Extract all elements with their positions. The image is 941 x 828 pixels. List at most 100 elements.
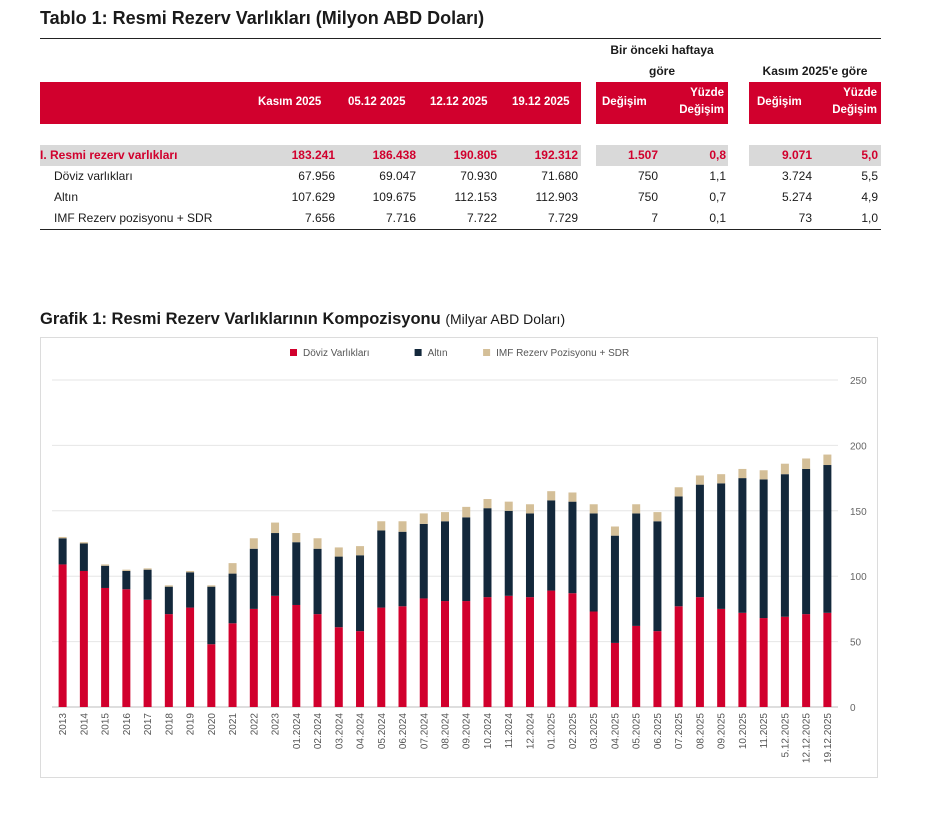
table-cell: 9.071 <box>781 148 812 162</box>
bar-segment <box>164 614 173 707</box>
bar-segment <box>653 512 662 522</box>
table-header-levels: Kasım 2025 05.12 2025 12.12 2025 19.12 2… <box>40 82 581 124</box>
bar-segment <box>823 612 832 707</box>
col-header-0: Kasım 2025 <box>258 96 322 108</box>
x-tick-label: 08.2024 <box>441 713 452 750</box>
bar-segment <box>356 546 365 556</box>
bar-segment <box>79 542 88 544</box>
bar-segment <box>334 627 343 707</box>
bar-segment <box>802 614 811 707</box>
bar-segment <box>610 526 619 536</box>
row-label: Altın <box>54 190 79 204</box>
x-tick-label: 2014 <box>79 713 90 736</box>
legend-label: IMF Rezerv Pozisyonu + SDR <box>496 348 629 359</box>
bar-segment <box>653 521 662 632</box>
bar-segment <box>292 542 301 605</box>
x-tick-label: 2022 <box>249 713 260 736</box>
bar-segment <box>525 513 534 598</box>
table-cell: 109.675 <box>372 190 416 204</box>
table-cell: 0,7 <box>709 190 726 204</box>
bar-segment <box>462 506 471 518</box>
bar-segment <box>695 484 704 598</box>
bar-segment <box>568 492 577 502</box>
bar-segment <box>441 512 449 522</box>
bar-segment <box>568 593 577 707</box>
bar-segment <box>589 504 598 514</box>
bar-segment <box>483 508 492 598</box>
bar-segment <box>695 597 704 707</box>
bar-segment <box>653 631 662 707</box>
table-cell: 192.312 <box>534 148 578 162</box>
bar-segment <box>249 608 258 707</box>
bar-segment <box>589 611 598 707</box>
bar-segment <box>441 521 449 602</box>
bar-segment <box>674 487 683 497</box>
table-cell: 67.956 <box>298 169 335 183</box>
x-tick-label: 06.2025 <box>653 713 664 750</box>
table-cell: 5,5 <box>861 169 878 183</box>
bar-segment <box>122 589 131 707</box>
bar-segment <box>398 521 407 532</box>
bar-segment <box>186 570 195 573</box>
bar-segment <box>717 483 726 609</box>
bar-segment <box>674 496 683 607</box>
reserve-composition-chart: 0 50 100 150 200 250 2013 2014 2015 2016 2017 2018 2… <box>52 348 867 763</box>
bar-segment <box>419 598 428 707</box>
bar-segment <box>313 614 322 707</box>
y-tick-label: 100 <box>850 572 867 583</box>
table-cell: 5.274 <box>781 190 812 204</box>
bar-segment <box>164 586 173 615</box>
x-tick-label: 2019 <box>186 713 197 736</box>
chart-frame <box>40 337 878 778</box>
table-title: Tablo 1: Resmi Rezerv Varlıkları (Milyon… <box>40 8 485 28</box>
y-tick-label: 250 <box>850 376 867 387</box>
group-header-weekly: Bir önceki haftaya göre <box>610 43 714 78</box>
x-tick-label: 01.2024 <box>292 713 303 750</box>
bar-segment <box>780 616 789 707</box>
table-cell: 750 <box>637 190 658 204</box>
bar-segment <box>398 531 407 607</box>
bar-segment <box>717 608 726 707</box>
x-tick-label: 09.2024 <box>462 713 473 750</box>
x-tick-label: 19.12.2025 <box>823 713 834 763</box>
bar-segment <box>738 612 747 707</box>
bar-segment <box>377 530 386 608</box>
bar-segment <box>207 644 216 707</box>
legend-label: Altın <box>428 348 448 359</box>
bar-segment <box>271 522 280 534</box>
chart-title-text: Grafik 1: Resmi Rezerv Varlıklarının Kom… <box>40 310 441 328</box>
bar-segment <box>483 597 492 707</box>
bar-segment <box>738 478 747 613</box>
table-cell: 190.805 <box>453 148 497 162</box>
bar-segment <box>759 618 768 707</box>
table-row: IMF Rezerv pozisyonu + SDR 7.656 7.716 7.72… <box>40 208 881 229</box>
bar-segment <box>228 623 237 707</box>
x-tick-label: 03.2025 <box>589 713 600 750</box>
bar-segment <box>547 491 556 501</box>
row-label: IMF Rezerv pozisyonu + SDR <box>54 211 213 225</box>
bar-segment <box>58 536 67 539</box>
table-cell: 0,1 <box>709 211 726 225</box>
bar-segment <box>504 501 513 511</box>
bar-segment <box>377 607 386 707</box>
bar-segment <box>780 463 789 475</box>
table-cell: 1,0 <box>861 211 878 225</box>
row-gap <box>728 145 749 166</box>
bar-segment <box>101 587 110 707</box>
bar-segment <box>79 570 88 707</box>
col-header-3: 19.12 2025 <box>512 96 570 108</box>
y-tick-label: 200 <box>850 441 867 452</box>
table-cell: 0,8 <box>709 148 726 162</box>
bar-segment <box>780 474 789 617</box>
bar-segment <box>186 572 195 608</box>
bar-segment <box>334 547 343 557</box>
bar-segment <box>738 468 747 479</box>
x-tick-label: 2015 <box>101 713 112 736</box>
bar-segment <box>525 504 534 514</box>
bar-segment <box>802 458 811 469</box>
table-cell: 7.722 <box>466 211 497 225</box>
table-cell: 7.656 <box>304 211 335 225</box>
x-tick-label: 2020 <box>207 713 218 736</box>
col-header-weekly-change: Değişim <box>602 96 647 108</box>
x-tick-label: 05.2025 <box>632 713 643 750</box>
